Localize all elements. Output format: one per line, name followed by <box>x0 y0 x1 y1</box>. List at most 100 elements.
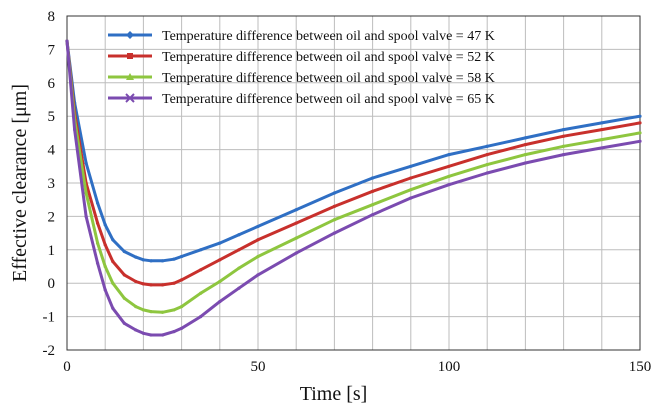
data-point <box>638 131 642 135</box>
data-point <box>141 282 145 286</box>
data-point <box>149 283 153 287</box>
data-point <box>485 163 489 167</box>
data-point <box>95 201 100 205</box>
data-point <box>218 279 222 284</box>
y-tick-label: -1 <box>43 310 56 326</box>
data-point <box>122 249 126 254</box>
data-point <box>199 268 203 272</box>
data-point <box>523 142 528 147</box>
data-point <box>256 224 260 229</box>
data-point <box>600 146 604 150</box>
data-point <box>180 326 184 330</box>
data-point <box>172 257 176 261</box>
data-point <box>160 259 165 263</box>
data-point <box>134 255 138 259</box>
data-point <box>485 171 489 175</box>
legend-label: Temperature difference between oil and s… <box>162 29 495 44</box>
data-point <box>256 238 260 242</box>
data-point <box>122 273 126 277</box>
data-point <box>256 254 260 259</box>
data-point <box>294 251 298 255</box>
data-point <box>600 137 604 142</box>
data-point <box>638 121 642 125</box>
data-point <box>103 264 107 269</box>
data-point <box>199 248 203 252</box>
data-point <box>332 231 336 235</box>
data-point <box>371 213 375 217</box>
data-point <box>95 241 100 245</box>
data-point <box>199 315 203 319</box>
data-point <box>111 281 115 285</box>
plot-frame <box>66 15 641 351</box>
data-point <box>111 259 115 264</box>
data-point <box>84 214 88 218</box>
data-point <box>447 174 451 178</box>
data-point <box>134 328 138 332</box>
data-point <box>141 258 145 262</box>
data-point <box>294 208 298 212</box>
data-point <box>122 321 126 325</box>
data-point <box>409 196 413 200</box>
data-point <box>409 176 413 180</box>
y-tick-label: -2 <box>43 343 56 359</box>
data-point <box>65 39 69 43</box>
data-point <box>409 164 413 168</box>
data-point <box>149 309 153 314</box>
data-point <box>172 308 176 312</box>
legend-label: Temperature difference between oil and s… <box>162 92 495 107</box>
data-point <box>218 299 222 304</box>
data-point <box>523 136 528 140</box>
y-tick-label: 0 <box>48 276 56 292</box>
y-tick-label: 1 <box>48 243 56 259</box>
data-point <box>180 278 184 282</box>
data-point <box>160 333 165 337</box>
data-point <box>141 331 145 335</box>
data-point <box>237 248 241 252</box>
series-layer <box>65 39 642 337</box>
legend-label: Temperature difference between oil and s… <box>162 50 495 65</box>
data-point <box>172 281 176 285</box>
data-point <box>371 203 375 207</box>
data-point <box>160 283 165 287</box>
data-point <box>256 273 260 277</box>
data-point <box>485 144 489 148</box>
data-point <box>638 139 642 143</box>
data-point <box>332 191 336 195</box>
data-point <box>485 153 489 157</box>
data-point <box>237 266 241 270</box>
legend: Temperature difference between oil and s… <box>108 29 495 107</box>
y-tick-label: 2 <box>48 209 56 225</box>
y-tick-label: 4 <box>48 143 56 159</box>
data-point <box>237 286 241 290</box>
data-point <box>160 310 165 314</box>
y-tick-label: 3 <box>48 176 56 192</box>
data-point <box>141 308 145 312</box>
data-point <box>122 296 126 300</box>
data-point <box>218 258 222 262</box>
data-point <box>103 288 107 292</box>
y-tick-label: 8 <box>48 9 56 25</box>
x-tick-label: 150 <box>629 359 652 375</box>
legend-marker <box>125 93 135 103</box>
y-tick-label: 7 <box>48 42 56 58</box>
data-point <box>409 188 413 192</box>
data-point <box>562 144 566 148</box>
legend-label: Temperature difference between oil and s… <box>162 71 495 86</box>
data-point <box>149 259 153 263</box>
data-point <box>134 304 138 309</box>
x-tick-label: 100 <box>438 359 461 375</box>
data-point <box>447 153 451 157</box>
data-point <box>562 153 566 157</box>
tick-labels: -2 -1 0 1 2 3 4 5 6 7 8 0 50 100 150 <box>43 9 652 375</box>
data-point <box>332 218 336 222</box>
data-point <box>237 233 241 237</box>
data-point <box>149 333 153 337</box>
data-point <box>294 236 298 240</box>
legend-marker <box>126 73 134 80</box>
data-point <box>180 254 184 259</box>
data-point <box>447 164 451 168</box>
data-point <box>95 261 100 265</box>
data-point <box>180 304 184 309</box>
